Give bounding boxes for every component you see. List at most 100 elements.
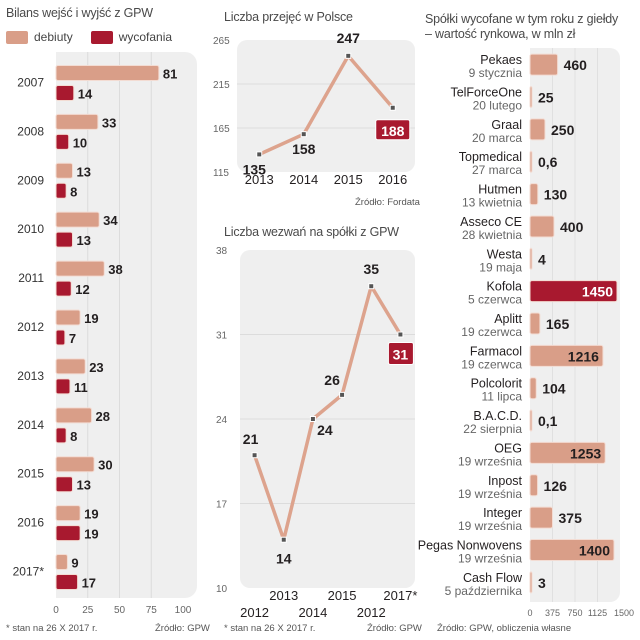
legend-label-wycofania: wycofania	[118, 30, 173, 44]
wycofane-date: 13 kwietnia	[462, 196, 522, 210]
wycofane-value-label: 460	[564, 57, 588, 73]
wycofane-company-name: Kofola	[487, 280, 522, 294]
wezwania-xtick: 2012	[240, 605, 269, 620]
wycofane-value-label: 3	[538, 575, 546, 591]
wycofane-date: 11 lipca	[482, 390, 523, 404]
wycofane-value-label: 4	[538, 251, 546, 267]
przejecia-ytick: 215	[213, 80, 230, 91]
bilans-source: Źródło: GPW	[155, 623, 210, 634]
wycofane-value-label: 1253	[570, 445, 601, 461]
wycofane-company-name: Inpost	[488, 474, 523, 488]
wycofane-xtick: 375	[545, 608, 560, 618]
przejecia-panel	[237, 40, 415, 172]
wezwania-value-label: 31	[393, 347, 409, 363]
wezwania-point	[339, 391, 346, 398]
wycofane-value-label: 250	[551, 122, 575, 138]
bilans-bar-wycofania	[55, 182, 67, 199]
wycofane-date: 19 września	[458, 487, 522, 501]
wycofane-company-name: Pekaes	[480, 53, 522, 67]
wycofane-value-label: 126	[544, 478, 568, 494]
wezwania-value-label: 21	[243, 431, 259, 447]
wezwania-xtick: 2015	[328, 588, 357, 603]
wycofane-company-name: Cash Flow	[463, 571, 523, 585]
przejecia-xtick: 2016	[378, 172, 407, 187]
wycofane-bar	[529, 118, 546, 141]
wezwania-ytick: 38	[216, 246, 228, 257]
wezwania-highlight-badge	[387, 342, 414, 365]
przejecia-point	[345, 52, 352, 59]
wycofane-bar	[529, 150, 533, 173]
bilans-bar-wycofania	[55, 231, 74, 248]
bilans-bar-debiuty	[55, 113, 99, 130]
wycofane-bar	[529, 506, 553, 529]
wycofane-bar	[529, 409, 533, 432]
wezwania-title: Liczba wezwań na spółki z GPW	[224, 225, 399, 239]
wycofane-source: Źródło: GPW, obliczenia własne	[437, 623, 572, 634]
wycofane-value-label: 1400	[579, 542, 610, 558]
przejecia-point	[389, 104, 396, 111]
bilans-category-label: 2017*	[13, 565, 45, 579]
wycofane-date: 5 czerwca	[468, 293, 522, 307]
bilans-value-label: 13	[77, 164, 91, 179]
wycofane-company-name: B.A.C.D.	[473, 409, 522, 423]
wycofane-xtick: 1500	[614, 608, 634, 618]
wezwania-point	[251, 452, 258, 459]
bilans-xtick: 0	[53, 605, 59, 616]
bilans-bar-debiuty	[55, 309, 81, 326]
bilans-footnote: * stan na 26 X 2017 r.	[6, 623, 98, 634]
wycofane-date: 19 września	[458, 519, 522, 533]
wycofane-bar	[529, 538, 615, 561]
wycofane-bar	[529, 377, 537, 400]
przejecia-title: Liczba przejęć w Polsce	[224, 10, 353, 24]
wezwania-line	[252, 284, 402, 542]
wezwania-value-label: 26	[324, 372, 340, 388]
bilans-bar-debiuty	[55, 505, 81, 522]
bilans-bar-wycofania	[55, 280, 72, 297]
przejecia-value-label: 247	[337, 30, 361, 46]
wycofane-value-label: 104	[542, 381, 566, 397]
wycofane-value-label: 165	[546, 316, 570, 332]
wycofane-date: 19 września	[458, 551, 522, 565]
wycofane-company-name: TelForceOne	[450, 86, 522, 100]
wycofane-value-label: 25	[538, 90, 554, 106]
bilans-bar-wycofania	[55, 476, 74, 493]
wycofane-company-name: Asseco CE	[460, 215, 522, 229]
bilans-category-label: 2016	[17, 516, 44, 530]
przejecia-source: Źródło: Fordata	[355, 197, 420, 208]
wezwania-ytick: 31	[216, 331, 228, 342]
bilans-value-label: 33	[102, 115, 116, 130]
wycofane-date: 19 maja	[479, 260, 522, 274]
bilans-bar-debiuty	[55, 358, 86, 375]
bilans-value-label: 34	[103, 213, 118, 228]
wezwania-ytick: 24	[216, 415, 228, 426]
przejecia-point	[300, 131, 307, 138]
przejecia-value-label: 158	[292, 141, 316, 157]
wycofane-company-name: Integer	[483, 506, 522, 520]
wycofane-company-name: Westa	[487, 247, 522, 261]
bilans-category-label: 2009	[17, 173, 44, 187]
wezwania-xtick: 2013	[269, 588, 298, 603]
bilans-bar-wycofania	[55, 378, 71, 395]
wezwania-xtick: 2017*	[383, 588, 417, 603]
wycofane-company-name: Farmacol	[470, 344, 522, 358]
wycofane-date: 19 czerwca	[461, 325, 522, 339]
bilans-bar-wycofania	[55, 329, 66, 346]
wycofane-xtick: 0	[527, 608, 532, 618]
bilans-bar-wycofania	[55, 525, 81, 542]
wezwania-value-label: 14	[276, 551, 292, 567]
bilans-bar-debiuty	[55, 554, 68, 571]
przejecia-xtick: 2014	[289, 172, 318, 187]
wycofane-company-name: Graal	[491, 118, 522, 132]
wycofane-value-label: 1216	[568, 348, 599, 364]
wezwania-ytick: 10	[216, 584, 228, 595]
bilans-bar-wycofania	[55, 427, 67, 444]
bilans-bar-wycofania	[55, 133, 70, 150]
wycofane-value-label: 0,1	[538, 413, 558, 429]
wezwania-point	[397, 331, 404, 338]
wycofane-date: 28 kwietnia	[462, 228, 522, 242]
wezwania-value-label: 35	[363, 261, 379, 277]
bilans-bar-debiuty	[55, 211, 100, 228]
